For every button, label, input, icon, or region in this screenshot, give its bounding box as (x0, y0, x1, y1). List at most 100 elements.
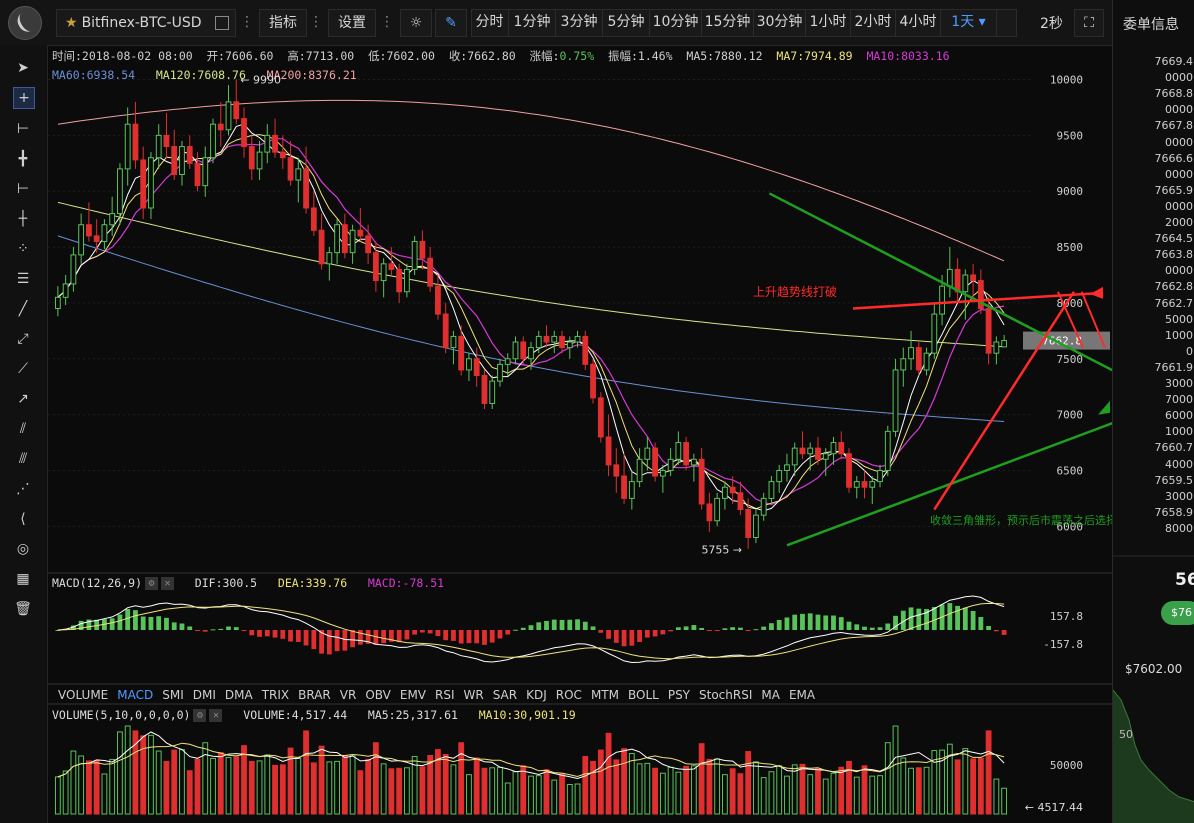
indicator-tab-smi[interactable]: SMI (162, 688, 184, 702)
price-pill[interactable]: $76 (1161, 601, 1194, 625)
candle-body (799, 447, 806, 455)
volume-bar (915, 767, 922, 815)
settings-menu-icon[interactable]: ⋮ (380, 14, 394, 30)
price-line-icon[interactable]: ⁘ (17, 241, 29, 257)
candle-body (78, 224, 85, 256)
candle-body (714, 497, 721, 522)
volume-close-icon[interactable]: ✕ (209, 709, 223, 722)
indicators-menu-icon[interactable]: ⋮ (309, 14, 323, 30)
volume-bar (435, 749, 441, 815)
macd-close-icon[interactable]: ✕ (161, 577, 175, 590)
orderbook-entry: 3000 (1165, 377, 1193, 390)
fibonacci-time-icon[interactable]: ▦ (16, 571, 30, 587)
volume-bar (326, 761, 333, 815)
indicator-tab-ma[interactable]: MA (761, 688, 780, 702)
period-0[interactable]: 分时 (471, 9, 509, 37)
macd-histogram-bar (226, 626, 231, 630)
cursor-arrow-icon[interactable]: ➤ (17, 60, 29, 76)
macd-histogram-bar (257, 630, 262, 637)
settings-button[interactable]: 设置 (328, 9, 376, 37)
candle-body (628, 481, 635, 499)
indicators-button[interactable]: 指标 (259, 9, 307, 37)
horizontal-line-icon[interactable]: ╋ (18, 151, 28, 167)
indicator-tab-dma[interactable]: DMA (224, 688, 253, 702)
macd-histogram-bar (877, 627, 883, 630)
indicator-tab-rsi[interactable]: RSI (435, 688, 455, 702)
info-close: 收:7662.80 (448, 49, 516, 63)
macd-histogram-bar (249, 630, 255, 636)
indicator-tab-macd[interactable]: MACD (117, 688, 154, 702)
gann-fan-icon[interactable]: ⟨ (20, 511, 26, 527)
symbol-selector[interactable]: ★ Bitfinex-BTC-USD (56, 9, 236, 37)
draw-pencil-icon[interactable]: ✎ (435, 9, 467, 37)
volume-settings-icon[interactable]: ⚙ (193, 709, 207, 722)
volume-bar (349, 754, 356, 815)
volume-bar (946, 743, 953, 815)
favorite-star-icon[interactable]: ★ (65, 15, 78, 31)
horizontal-segment-icon[interactable]: ⊢ (16, 121, 30, 137)
macd-histogram-bar (730, 627, 736, 630)
indicator-tab-sar[interactable]: SAR (492, 688, 518, 702)
indicator-tab-vr[interactable]: VR (339, 688, 357, 702)
volume-bar (636, 763, 643, 815)
indicator-tab-wr[interactable]: WR (463, 688, 484, 702)
fullscreen-icon[interactable]: ⛶ (1074, 9, 1104, 37)
indicator-tab-psy[interactable]: PSY (667, 688, 691, 702)
crosshair-icon[interactable]: + (13, 87, 35, 109)
parallel-lines-icon[interactable]: ☰ (16, 271, 30, 287)
period-2[interactable]: 3分钟 (556, 9, 603, 37)
indicator-tab-boll[interactable]: BOLL (627, 688, 659, 702)
indicator-tab-mtm[interactable]: MTM (590, 688, 619, 702)
macd-histogram-bar (388, 630, 394, 642)
indicator-tab-obv[interactable]: OBV (365, 688, 391, 702)
horizontal-ray-icon[interactable]: ⊢ (16, 181, 30, 197)
chart-area[interactable]: 时间:2018-08-02 08:00 开:7606.60 高:7713.00 … (48, 46, 1112, 823)
period-10[interactable]: 1天 ▾ (941, 9, 997, 37)
trend-line-icon[interactable]: ╱ (18, 301, 28, 317)
volume-bar (753, 761, 759, 815)
symbol-menu-icon[interactable]: ⋮ (240, 14, 254, 30)
parallel-channel-icon[interactable]: ⫽ (19, 421, 27, 437)
macd-histogram-bar (675, 627, 681, 630)
fibonacci-fan-icon[interactable]: ⋰ (16, 481, 30, 497)
volume-bar (551, 779, 558, 815)
fibonacci-spiral-icon[interactable]: ◎ (16, 541, 30, 557)
volume-bar (295, 757, 302, 815)
candle-body (597, 397, 604, 438)
trash-icon[interactable]: 🗑 (14, 601, 32, 617)
indicator-tab-kdj[interactable]: KDJ (526, 688, 547, 702)
indicator-tab-emv[interactable]: EMV (399, 688, 427, 702)
arrow-line-icon[interactable]: ↗ (17, 391, 29, 407)
period-1[interactable]: 1分钟 (509, 9, 556, 37)
theme-sun-icon[interactable]: ☼ (400, 9, 432, 37)
ray-line-icon[interactable]: ⤢ (17, 331, 29, 347)
indicator-tab-ema[interactable]: EMA (788, 688, 816, 702)
candle-body (186, 146, 193, 164)
vertical-line-icon[interactable]: ┼ (18, 211, 28, 227)
period-9[interactable]: 4小时 (896, 9, 941, 37)
period-3[interactable]: 5分钟 (603, 9, 650, 37)
period-5[interactable]: 15分钟 (702, 9, 754, 37)
period-4[interactable]: 10分钟 (650, 9, 702, 37)
price-channel-icon[interactable]: ⫻ (18, 451, 28, 467)
popout-icon[interactable] (215, 16, 229, 30)
indicator-tab-brar[interactable]: BRAR (298, 688, 331, 702)
extended-line-icon[interactable]: ⟋ (18, 361, 28, 377)
top-toolbar: ★ Bitfinex-BTC-USD ⋮ 指标 ⋮ 设置 ⋮ ☼ ✎ 分时 1分钟 3… (0, 0, 1112, 46)
macd-settings-icon[interactable]: ⚙ (145, 577, 159, 590)
period-8[interactable]: 2小时 (851, 9, 896, 37)
indicator-tab-trix[interactable]: TRIX (261, 688, 290, 702)
indicator-tab-volume[interactable]: VOLUME (58, 688, 109, 702)
candle-body (458, 335, 465, 371)
indicator-tab-roc[interactable]: ROC (555, 688, 582, 702)
ascending-arrowhead (1098, 400, 1110, 415)
period-7[interactable]: 1小时 (806, 9, 851, 37)
candle-body (652, 447, 659, 477)
indicator-tab-stochrsi[interactable]: StochRSI (699, 688, 753, 702)
period-6[interactable]: 30分钟 (754, 9, 806, 37)
refresh-interval[interactable]: 2秒 (1040, 16, 1063, 32)
candle-body (760, 497, 767, 516)
depth-line (1113, 689, 1194, 803)
indicator-tab-dmi[interactable]: DMI (192, 688, 216, 702)
